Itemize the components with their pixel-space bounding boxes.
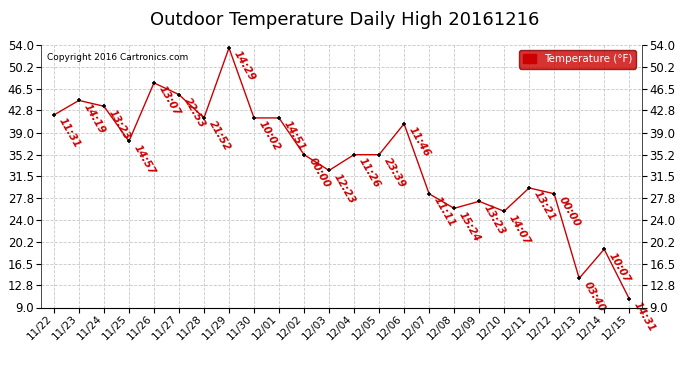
Point	[324, 167, 335, 173]
Point	[549, 191, 560, 197]
Text: 14:19: 14:19	[81, 102, 107, 135]
Point	[424, 191, 435, 197]
Point	[173, 92, 184, 98]
Text: 10:02: 10:02	[257, 119, 282, 153]
Text: 00:00: 00:00	[557, 195, 582, 229]
Text: 13:21: 13:21	[532, 189, 557, 223]
Point	[73, 98, 84, 104]
Text: 14:51: 14:51	[282, 119, 307, 153]
Text: 11:26: 11:26	[357, 156, 382, 190]
Point	[248, 115, 259, 121]
Text: Outdoor Temperature Daily High 20161216: Outdoor Temperature Daily High 20161216	[150, 11, 540, 29]
Text: 03:40: 03:40	[582, 280, 607, 314]
Point	[348, 152, 359, 157]
Text: 15:24: 15:24	[457, 210, 482, 243]
Point	[124, 138, 135, 144]
Point	[48, 112, 59, 118]
Point	[373, 152, 384, 157]
Text: 22:53: 22:53	[181, 96, 207, 130]
Text: 14:07: 14:07	[507, 213, 532, 246]
Legend: Temperature (°F): Temperature (°F)	[519, 50, 636, 69]
Text: Copyright 2016 Cartronics.com: Copyright 2016 Cartronics.com	[48, 53, 188, 62]
Point	[199, 115, 210, 121]
Point	[299, 152, 310, 157]
Text: 14:57: 14:57	[132, 142, 157, 176]
Text: 14:31: 14:31	[632, 300, 657, 334]
Point	[448, 206, 460, 212]
Text: 13:07: 13:07	[157, 84, 182, 118]
Point	[499, 208, 510, 214]
Point	[524, 185, 535, 191]
Point	[273, 115, 284, 121]
Point	[224, 45, 235, 51]
Text: 00:00: 00:00	[307, 156, 332, 190]
Point	[399, 121, 410, 127]
Point	[573, 275, 584, 281]
Text: 10:07: 10:07	[607, 251, 632, 284]
Text: 21:52: 21:52	[207, 119, 232, 153]
Text: 11:46: 11:46	[407, 125, 432, 159]
Point	[599, 246, 610, 252]
Text: 11:11: 11:11	[432, 195, 457, 229]
Point	[624, 296, 635, 302]
Text: 13:23: 13:23	[107, 108, 132, 141]
Text: 13:23: 13:23	[482, 203, 507, 236]
Text: 12:23: 12:23	[332, 172, 357, 206]
Point	[99, 103, 110, 109]
Text: 11:31: 11:31	[57, 116, 82, 150]
Text: 23:39: 23:39	[382, 156, 407, 190]
Text: 14:29: 14:29	[232, 49, 257, 83]
Point	[148, 80, 159, 86]
Point	[473, 198, 484, 204]
